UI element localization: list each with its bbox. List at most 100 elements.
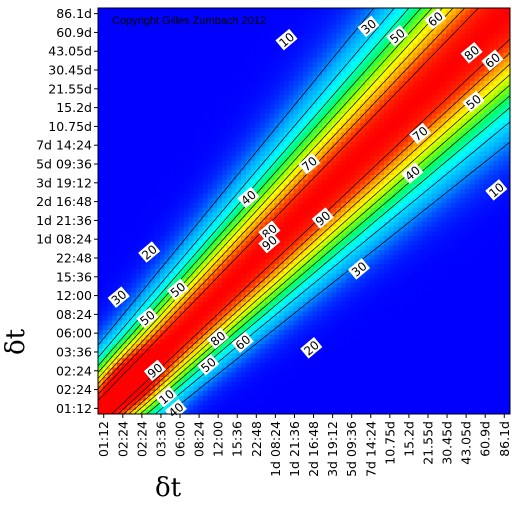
heatmap-cell xyxy=(155,108,161,114)
heatmap-cell xyxy=(260,268,266,274)
heatmap-cell xyxy=(293,305,299,312)
heatmap-cell xyxy=(174,160,180,166)
heatmap-cell xyxy=(207,287,214,293)
heatmap-cell xyxy=(107,42,113,49)
heatmap-cell xyxy=(164,94,171,100)
heatmap-cell xyxy=(322,230,328,237)
heatmap-cell xyxy=(336,122,342,128)
heatmap-cell xyxy=(283,169,290,175)
heatmap-cell xyxy=(274,357,280,363)
heatmap-cell xyxy=(331,103,338,110)
heatmap-cell xyxy=(260,390,266,396)
heatmap-cell xyxy=(279,150,285,157)
heatmap-cell xyxy=(336,56,342,63)
heatmap-cell xyxy=(245,160,252,166)
heatmap-cell xyxy=(98,240,104,246)
heatmap-cell xyxy=(126,305,132,312)
heatmap-cell xyxy=(126,258,132,265)
heatmap-cell xyxy=(269,211,276,218)
heatmap-cell xyxy=(274,277,280,284)
heatmap-cell xyxy=(98,202,104,208)
heatmap-cell xyxy=(322,367,328,373)
heatmap-cell xyxy=(126,23,132,30)
heatmap-cell xyxy=(126,141,132,147)
heatmap-cell xyxy=(345,409,352,414)
heatmap-cell xyxy=(236,301,242,307)
heatmap-cell xyxy=(245,33,252,39)
heatmap-cell xyxy=(140,305,147,312)
heatmap-cell xyxy=(121,287,128,293)
heatmap-cell xyxy=(245,291,252,298)
heatmap-cell xyxy=(336,141,342,147)
heatmap-cell xyxy=(150,23,156,30)
heatmap-cell xyxy=(212,52,218,58)
heatmap-cell xyxy=(312,132,318,138)
heatmap-cell xyxy=(255,268,261,274)
heatmap-cell xyxy=(107,301,113,307)
heatmap-cell xyxy=(245,305,252,312)
heatmap-cell xyxy=(112,38,118,44)
heatmap-cell xyxy=(121,103,128,110)
heatmap-cell xyxy=(150,52,156,58)
heatmap-cell xyxy=(145,301,152,307)
heatmap-cell xyxy=(279,334,285,340)
heatmap-cell xyxy=(365,348,371,354)
heatmap-cell xyxy=(121,14,128,20)
heatmap-cell xyxy=(336,338,342,345)
heatmap-cell xyxy=(274,343,280,349)
heatmap-cell xyxy=(174,324,180,331)
heatmap-cell xyxy=(188,320,194,326)
heatmap-cell xyxy=(264,183,271,190)
heatmap-cell xyxy=(341,301,347,307)
heatmap-cell xyxy=(136,103,142,110)
heatmap-cell xyxy=(326,395,333,401)
heatmap-cell xyxy=(121,334,128,340)
heatmap-cell xyxy=(174,197,180,204)
heatmap-cell xyxy=(155,42,161,49)
heatmap-cell xyxy=(188,381,194,387)
heatmap-cell xyxy=(298,8,304,11)
heatmap-cell xyxy=(150,33,156,39)
heatmap-cell xyxy=(198,235,204,241)
heatmap-cell xyxy=(322,70,328,77)
heatmap-cell xyxy=(155,287,161,293)
heatmap-cell xyxy=(121,19,128,25)
heatmap-cell xyxy=(169,23,175,30)
heatmap-cell xyxy=(102,202,109,208)
heatmap-cell xyxy=(245,108,252,114)
heatmap-cell xyxy=(117,160,123,166)
heatmap-cell xyxy=(155,296,161,302)
heatmap-cell xyxy=(269,296,276,302)
heatmap-cell xyxy=(350,66,357,72)
heatmap-cell xyxy=(360,9,366,16)
heatmap-cell xyxy=(355,75,361,81)
heatmap-cell xyxy=(331,197,338,204)
heatmap-cell xyxy=(341,9,347,16)
heatmap-cell xyxy=(231,301,237,307)
heatmap-cell xyxy=(207,108,214,114)
heatmap-cell xyxy=(217,179,223,185)
heatmap-cell xyxy=(331,38,338,44)
heatmap-cell xyxy=(360,85,366,91)
heatmap-cell xyxy=(226,282,233,288)
heatmap-cell xyxy=(102,89,109,96)
heatmap-cell xyxy=(155,310,161,316)
heatmap-cell xyxy=(107,254,113,260)
heatmap-cell xyxy=(198,371,204,378)
heatmap-cell xyxy=(121,399,128,406)
heatmap-cell xyxy=(169,207,175,213)
heatmap-cell xyxy=(98,66,104,72)
heatmap-cell xyxy=(179,33,185,39)
heatmap-cell xyxy=(236,103,242,110)
heatmap-cell xyxy=(260,395,266,401)
heatmap-cell xyxy=(136,305,142,312)
heatmap-cell xyxy=(121,150,128,157)
heatmap-cell xyxy=(312,150,318,157)
heatmap-cell xyxy=(345,80,352,86)
heatmap-cell xyxy=(179,108,185,114)
heatmap-cell xyxy=(193,273,199,279)
heatmap-cell xyxy=(288,207,295,213)
heatmap-cell xyxy=(221,277,228,284)
heatmap-cell xyxy=(159,136,166,143)
heatmap-cell xyxy=(260,338,266,345)
